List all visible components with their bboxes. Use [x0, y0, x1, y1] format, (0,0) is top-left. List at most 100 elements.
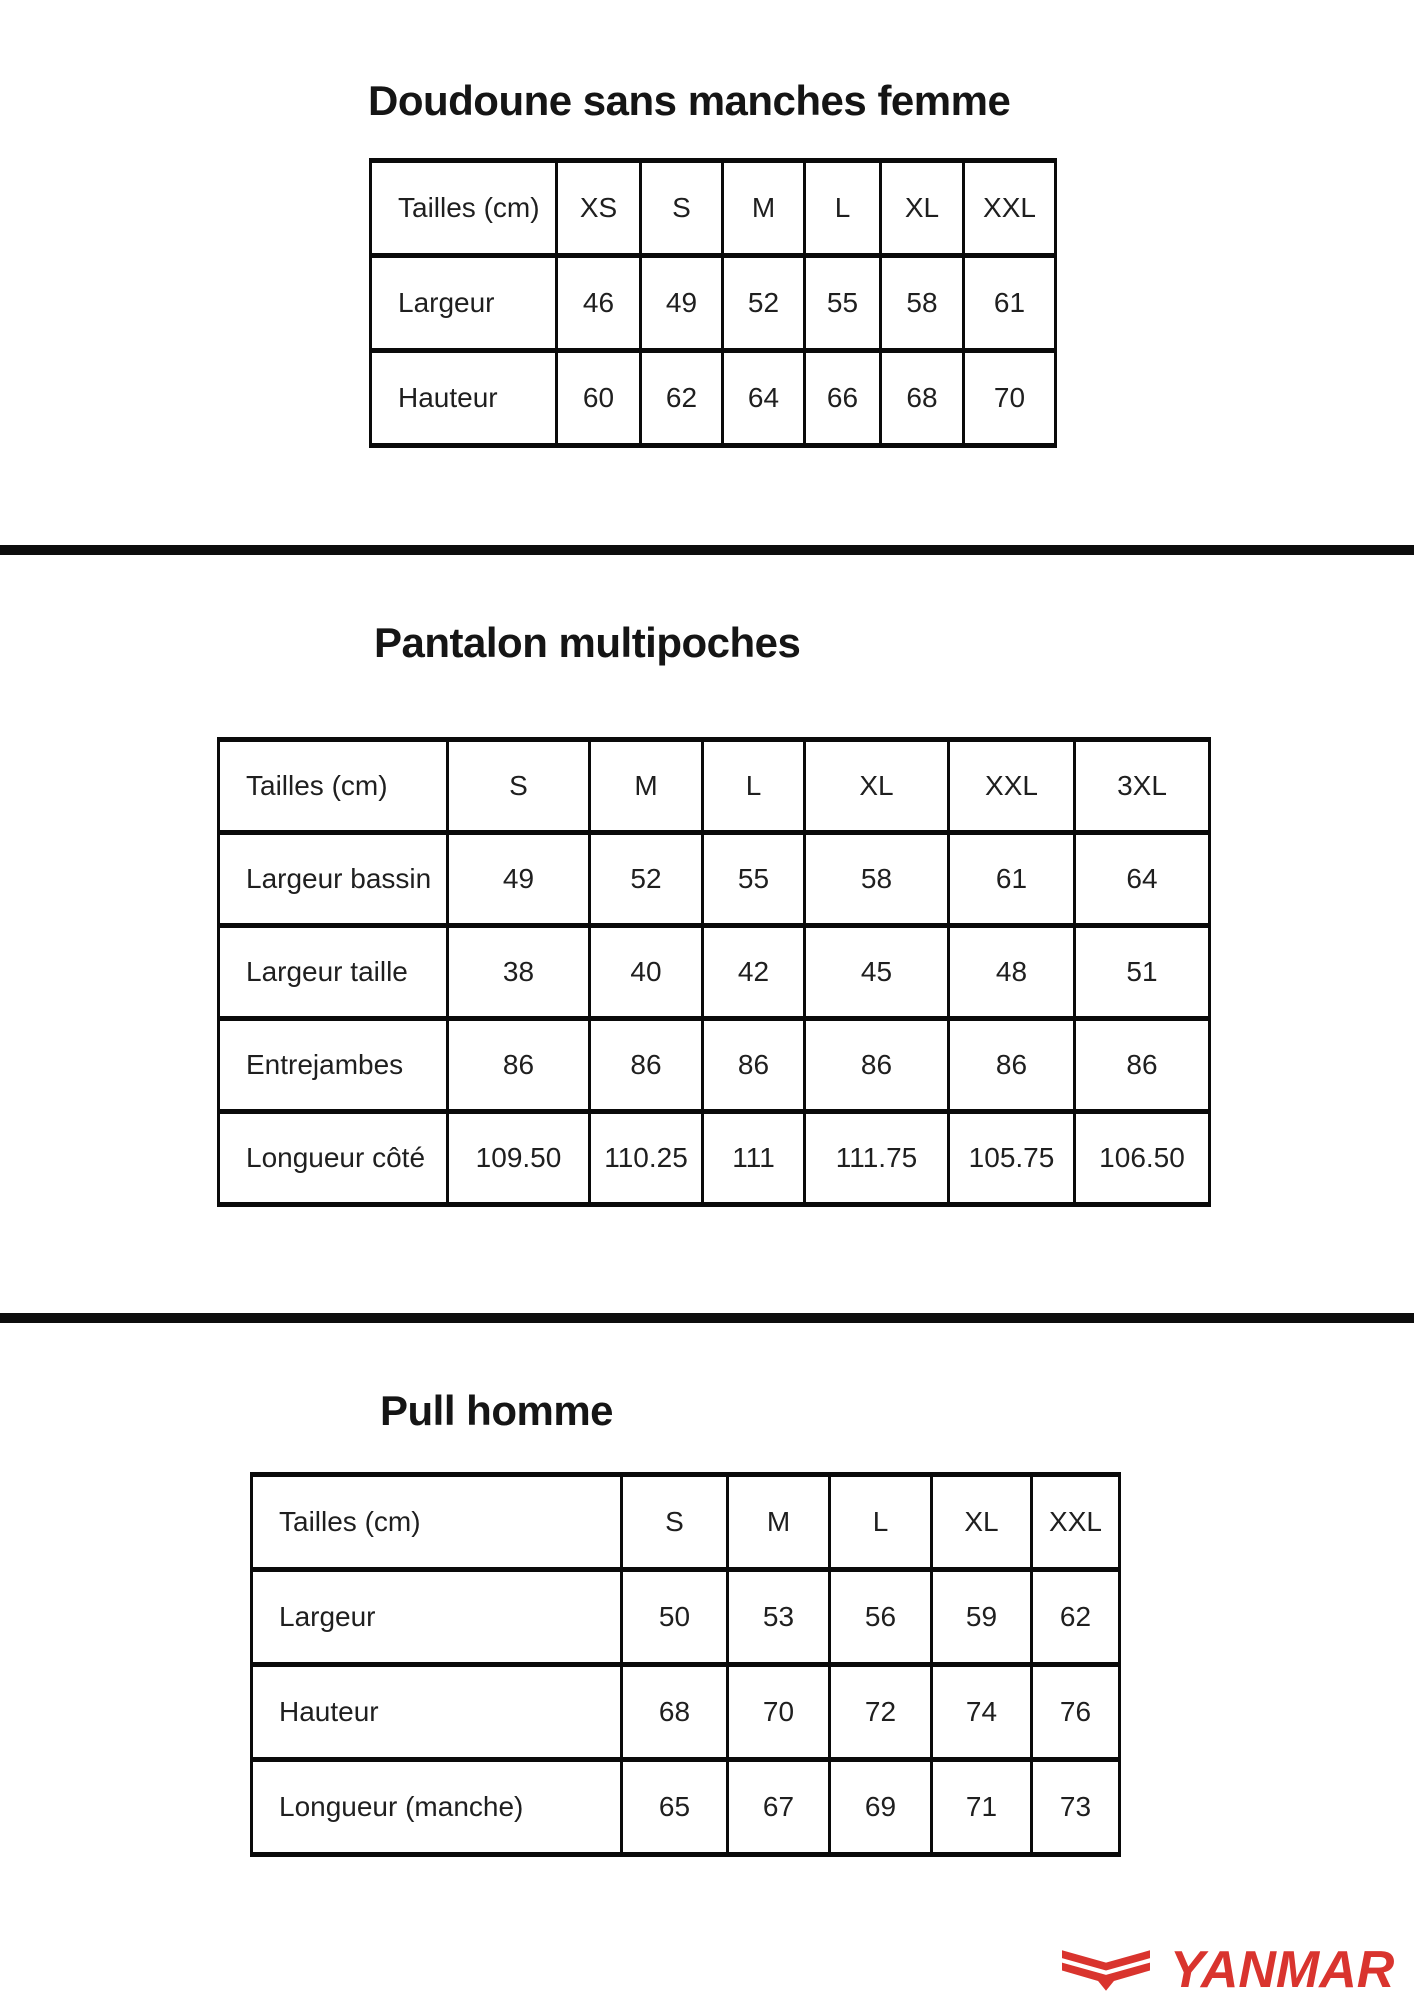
- value-cell: 49: [446, 830, 591, 928]
- value-cell: 70: [726, 1662, 831, 1762]
- value-cell: 48: [947, 923, 1076, 1021]
- size-table-pull: Tailles (cm) S M L XL XXL Largeur 50 53 56 59 62 Ha…: [250, 1472, 1121, 1857]
- value-cell: 64: [1073, 830, 1211, 928]
- value-cell: 53: [726, 1567, 831, 1667]
- value-cell: 68: [620, 1662, 729, 1762]
- value-cell: 46: [555, 253, 642, 353]
- measurement-row: Largeur 46 49 52 55 58 61: [369, 253, 1057, 353]
- value-cell: 51: [1073, 923, 1211, 1021]
- row-label-cell: Longueur (manche): [250, 1757, 623, 1857]
- size-column-header: S: [620, 1472, 729, 1572]
- value-cell: 66: [803, 348, 882, 448]
- size-column-header: XXL: [1030, 1472, 1121, 1572]
- value-cell: 55: [803, 253, 882, 353]
- value-cell: 71: [930, 1757, 1033, 1857]
- yanmar-wordmark: YANMAR: [1170, 1941, 1395, 1999]
- row-label-cell: Largeur bassin: [217, 830, 449, 928]
- value-cell: 74: [930, 1662, 1033, 1762]
- size-column-header: XL: [930, 1472, 1033, 1572]
- size-column-header: XL: [879, 158, 965, 258]
- header-row: Tailles (cm) XS S M L XL XXL: [369, 158, 1057, 258]
- value-cell: 62: [639, 348, 724, 448]
- value-cell: 86: [947, 1016, 1076, 1114]
- measures-header-cell: Tailles (cm): [217, 737, 449, 835]
- value-cell: 69: [828, 1757, 933, 1857]
- value-cell: 56: [828, 1567, 933, 1667]
- value-cell: 68: [879, 348, 965, 448]
- value-cell: 86: [1073, 1016, 1211, 1114]
- value-cell: 73: [1030, 1757, 1121, 1857]
- row-label-cell: Largeur: [369, 253, 558, 353]
- size-table-pantalon: Tailles (cm) S M L XL XXL 3XL Largeur bassin 49…: [217, 737, 1211, 1207]
- size-column-header: S: [639, 158, 724, 258]
- value-cell: 86: [446, 1016, 591, 1114]
- size-column-header: M: [588, 737, 704, 835]
- measurement-row: Largeur bassin 49 52 55 58 61 64: [217, 830, 1211, 928]
- size-column-header: S: [446, 737, 591, 835]
- value-cell: 72: [828, 1662, 933, 1762]
- measurement-row: Longueur (manche) 65 67 69 71 73: [250, 1757, 1121, 1857]
- value-cell: 64: [721, 348, 806, 448]
- value-cell: 52: [721, 253, 806, 353]
- row-label-cell: Longueur côté: [217, 1109, 449, 1207]
- measurement-row: Largeur taille 38 40 42 45 48 51: [217, 923, 1211, 1021]
- section-title-doudoune: Doudoune sans manches femme: [368, 77, 1011, 124]
- value-cell: 42: [701, 923, 806, 1021]
- measurement-row: Largeur 50 53 56 59 62: [250, 1567, 1121, 1667]
- size-column-header: M: [726, 1472, 831, 1572]
- value-cell: 109.50: [446, 1109, 591, 1207]
- section-divider: [0, 545, 1414, 555]
- value-cell: 105.75: [947, 1109, 1076, 1207]
- value-cell: 111.75: [803, 1109, 950, 1207]
- value-cell: 59: [930, 1567, 1033, 1667]
- value-cell: 86: [588, 1016, 704, 1114]
- yanmar-flying-y-icon: [1062, 1949, 1150, 1991]
- size-column-header: M: [721, 158, 806, 258]
- section-title-pull: Pull homme: [380, 1387, 614, 1434]
- row-label-cell: Hauteur: [250, 1662, 623, 1762]
- value-cell: 50: [620, 1567, 729, 1667]
- measurement-row: Entrejambes 86 86 86 86 86 86: [217, 1016, 1211, 1114]
- row-label-cell: Entrejambes: [217, 1016, 449, 1114]
- value-cell: 76: [1030, 1662, 1121, 1762]
- value-cell: 40: [588, 923, 704, 1021]
- measures-header-cell: Tailles (cm): [369, 158, 558, 258]
- size-table-doudoune: Tailles (cm) XS S M L XL XXL Largeur 46 49 52 55 58…: [369, 158, 1057, 448]
- value-cell: 86: [701, 1016, 806, 1114]
- measurement-row: Hauteur 60 62 64 66 68 70: [369, 348, 1057, 448]
- size-column-header: L: [828, 1472, 933, 1572]
- size-column-header: XXL: [962, 158, 1057, 258]
- size-column-header: XXL: [947, 737, 1076, 835]
- value-cell: 86: [803, 1016, 950, 1114]
- row-label-cell: Largeur: [250, 1567, 623, 1667]
- value-cell: 61: [947, 830, 1076, 928]
- value-cell: 58: [803, 830, 950, 928]
- measures-header-cell: Tailles (cm): [250, 1472, 623, 1572]
- value-cell: 38: [446, 923, 591, 1021]
- header-row: Tailles (cm) S M L XL XXL: [250, 1472, 1121, 1572]
- value-cell: 111: [701, 1109, 806, 1207]
- measurement-row: Hauteur 68 70 72 74 76: [250, 1662, 1121, 1762]
- section-divider: [0, 1313, 1414, 1323]
- size-column-header: L: [803, 158, 882, 258]
- value-cell: 49: [639, 253, 724, 353]
- value-cell: 106.50: [1073, 1109, 1211, 1207]
- value-cell: 58: [879, 253, 965, 353]
- value-cell: 70: [962, 348, 1057, 448]
- size-column-header: L: [701, 737, 806, 835]
- row-label-cell: Largeur taille: [217, 923, 449, 1021]
- value-cell: 45: [803, 923, 950, 1021]
- value-cell: 61: [962, 253, 1057, 353]
- header-row: Tailles (cm) S M L XL XXL 3XL: [217, 737, 1211, 835]
- section-title-pantalon: Pantalon multipoches: [374, 619, 801, 666]
- value-cell: 110.25: [588, 1109, 704, 1207]
- yanmar-logo: YANMAR: [1062, 1941, 1395, 1999]
- row-label-cell: Hauteur: [369, 348, 558, 448]
- value-cell: 55: [701, 830, 806, 928]
- size-column-header: XL: [803, 737, 950, 835]
- value-cell: 60: [555, 348, 642, 448]
- value-cell: 67: [726, 1757, 831, 1857]
- value-cell: 52: [588, 830, 704, 928]
- measurement-row: Longueur côté 109.50 110.25 111 111.75 105.75…: [217, 1109, 1211, 1207]
